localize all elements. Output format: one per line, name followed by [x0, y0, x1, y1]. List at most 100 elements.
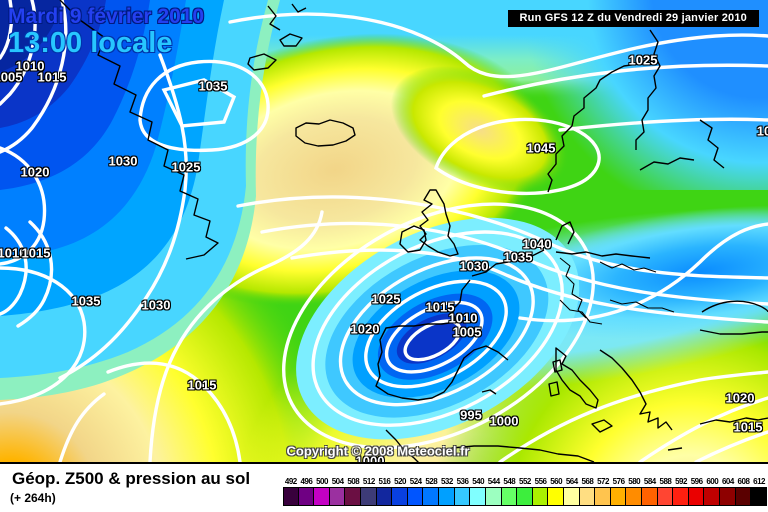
legend-value: 504 [331, 477, 344, 486]
greenland-low-region [0, 0, 280, 400]
legend-cell: 512 [360, 476, 377, 506]
legend-cell: 520 [391, 476, 408, 506]
legend-value: 588 [659, 477, 672, 486]
pressure-label: 1030 [108, 153, 138, 169]
map-graphic [0, 0, 768, 462]
pressure-label: 1035 [198, 78, 228, 94]
legend-value: 596 [690, 477, 703, 486]
legend-value: 576 [612, 477, 625, 486]
legend-cell: 576 [609, 476, 627, 506]
legend-swatch [719, 487, 736, 506]
pressure-label: 1015 [21, 245, 51, 261]
legend-swatch [360, 487, 377, 506]
legend-swatch [562, 487, 580, 506]
legend-value: 516 [378, 477, 391, 486]
legend-cell: 556 [531, 476, 549, 506]
pressure-label: 1040 [522, 236, 552, 252]
legend-value: 508 [347, 477, 360, 486]
legend-swatch [750, 487, 767, 506]
legend-value: 568 [581, 477, 594, 486]
legend-value: 564 [565, 477, 578, 486]
legend-swatch [328, 487, 346, 506]
legend-value: 492 [284, 477, 297, 486]
legend-swatch [625, 487, 643, 506]
color-scale: 492 496 500 504 508 512 516 520 524 528 532 536 540 5… [283, 476, 767, 506]
legend-value: 536 [456, 477, 469, 486]
legend-value: 580 [628, 477, 641, 486]
legend-swatch [484, 487, 502, 506]
legend-value: 524 [409, 477, 422, 486]
legend-cell: 572 [594, 476, 611, 506]
legend-cell: 592 [672, 476, 689, 506]
pressure-label: 1030 [459, 258, 489, 274]
legend-value: 592 [675, 477, 687, 486]
pressure-label: 1005 [452, 324, 482, 340]
pressure-label: 1010 [448, 310, 478, 326]
legend-cell: 492 [283, 476, 299, 506]
pressure-label: 1000 [489, 413, 519, 429]
pressure-label: 1015 [733, 419, 763, 435]
legend-value: 548 [503, 477, 516, 486]
legend-value: 532 [440, 477, 453, 486]
pressure-label: 1030 [141, 297, 171, 313]
legend-cell: 516 [375, 476, 393, 506]
legend-value: 604 [721, 477, 734, 486]
legend-cell: 580 [625, 476, 643, 506]
pressure-label: 1025 [371, 291, 401, 307]
copyright-text: Copyright © 2008 Meteociel.fr [286, 443, 470, 459]
legend-swatch [283, 487, 299, 506]
legend-cell: 540 [469, 476, 486, 506]
pressure-label: 1015 [425, 299, 455, 315]
legend-cell: 560 [547, 476, 564, 506]
pressure-label: 1025 [171, 159, 201, 175]
legend-swatch [672, 487, 689, 506]
legend-cell: 564 [562, 476, 580, 506]
forecast-datetime: Mardi 9 février 2010 13:00 locale [8, 5, 204, 60]
run-info-box: Run GFS 12 Z du Vendredi 29 janvier 2010 [507, 10, 759, 27]
legend-value: 560 [550, 477, 563, 486]
legend-value: 496 [300, 477, 313, 486]
legend-cell: 608 [734, 476, 752, 506]
legend-value: 520 [394, 477, 406, 486]
legend-value: 512 [362, 477, 375, 486]
legend-value: 612 [753, 477, 766, 486]
legend-swatch [422, 487, 440, 506]
legend-swatch [453, 487, 471, 506]
legend-cell: 508 [344, 476, 362, 506]
legend-cell: 496 [297, 476, 315, 506]
legend-swatch [500, 487, 518, 506]
legend-swatch [391, 487, 408, 506]
legend-swatch [734, 487, 752, 506]
legend-cell: 504 [328, 476, 346, 506]
legend-cell: 604 [719, 476, 736, 506]
legend-value: 500 [316, 477, 328, 486]
legend-swatch [656, 487, 674, 506]
legend-bar: Géop. Z500 & pression au sol (+ 264h) 49… [0, 462, 768, 512]
legend-swatch [297, 487, 315, 506]
legend-value: 600 [706, 477, 719, 486]
legend-swatch [531, 487, 549, 506]
legend-cell: 536 [453, 476, 471, 506]
legend-value: 552 [519, 477, 531, 486]
legend-swatch [438, 487, 455, 506]
pressure-label: 1015 [37, 69, 67, 85]
legend-cell: 588 [656, 476, 674, 506]
pressure-label: 1010 [15, 58, 45, 74]
pressure-label: 1005 [0, 69, 23, 85]
pressure-label: 1025 [628, 52, 658, 68]
legend-swatch [469, 487, 486, 506]
legend-cell: 600 [703, 476, 721, 506]
legend-value: 528 [425, 477, 438, 486]
forecast-time: 13:00 locale [8, 27, 173, 60]
legend-value: 572 [597, 477, 609, 486]
legend-swatch [594, 487, 611, 506]
legend-swatch [344, 487, 362, 506]
legend-cell: 548 [500, 476, 518, 506]
legend-swatch [641, 487, 658, 506]
legend-swatch [516, 487, 533, 506]
legend-value: 556 [534, 477, 547, 486]
legend-swatch [313, 487, 330, 506]
pressure-label: 1035 [71, 293, 101, 309]
legend-swatch [547, 487, 564, 506]
